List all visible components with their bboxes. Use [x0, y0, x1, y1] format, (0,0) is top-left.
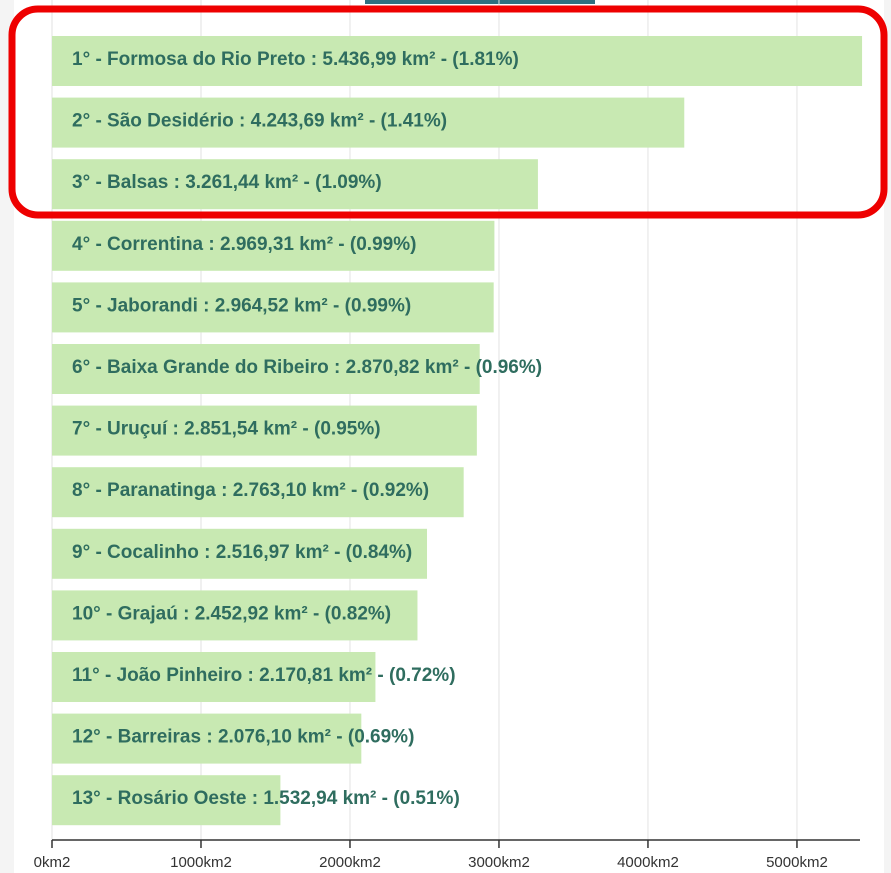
bar-label: 10° - Grajaú : 2.452,92 km² - (0.82%) — [72, 603, 391, 624]
x-tick-label: 5000km2 — [766, 854, 828, 871]
x-tick-label: 3000km2 — [468, 854, 530, 871]
bar-label: 5° - Jaborandi : 2.964,52 km² - (0.99%) — [72, 295, 411, 316]
plot: 0km2 1000km2 2000km2 3000km2 4000km2 5000km2 1… — [34, 0, 863, 871]
bar — [52, 36, 863, 86]
bar-label: 12° - Barreiras : 2.076,10 km² - (0.69%) — [72, 727, 414, 748]
bar-label: 6° - Baixa Grande do Ribeiro : 2.870,82 … — [72, 357, 542, 378]
highlight-box — [8, 5, 888, 219]
x-tick-label: 1000km2 — [170, 854, 232, 871]
bar-label: 9° - Cocalinho : 2.516,97 km² - (0.84%) — [72, 542, 412, 563]
bar — [52, 775, 281, 826]
bar-label: 4° - Correntina : 2.969,31 km² - (0.99%) — [72, 234, 416, 255]
bar-label: 8° - Paranatinga : 2.763,10 km² - (0.92%… — [72, 480, 429, 501]
bar-label: 3° - Balsas : 3.261,44 km² - (1.09%) — [72, 172, 382, 193]
x-tick-label: 0km2 — [34, 854, 71, 871]
bar — [52, 652, 376, 702]
bar-label: 1° - Formosa do Rio Preto : 5.436,99 km²… — [72, 49, 519, 70]
x-tick-label: 4000km2 — [617, 854, 679, 871]
bar — [52, 528, 428, 579]
bar — [52, 97, 685, 148]
bar-label: 2° - São Desidério : 4.243,69 km² - (1.4… — [72, 111, 447, 132]
bar-label: 13° - Rosário Oeste : 1.532,94 km² - (0.… — [72, 788, 460, 809]
bar — [52, 220, 495, 271]
bar — [52, 467, 464, 518]
bar — [52, 344, 480, 394]
bar — [52, 282, 494, 333]
bar — [52, 713, 362, 764]
header-strip — [365, 0, 595, 4]
bar-label: 11° - João Pinheiro : 2.170,81 km² - (0.… — [72, 665, 456, 686]
bar-label: 7° - Uruçuí : 2.851,54 km² - (0.95%) — [72, 419, 381, 440]
bar — [52, 405, 477, 456]
x-tick-label: 2000km2 — [319, 854, 381, 871]
bar — [52, 159, 538, 210]
bar — [52, 590, 418, 641]
